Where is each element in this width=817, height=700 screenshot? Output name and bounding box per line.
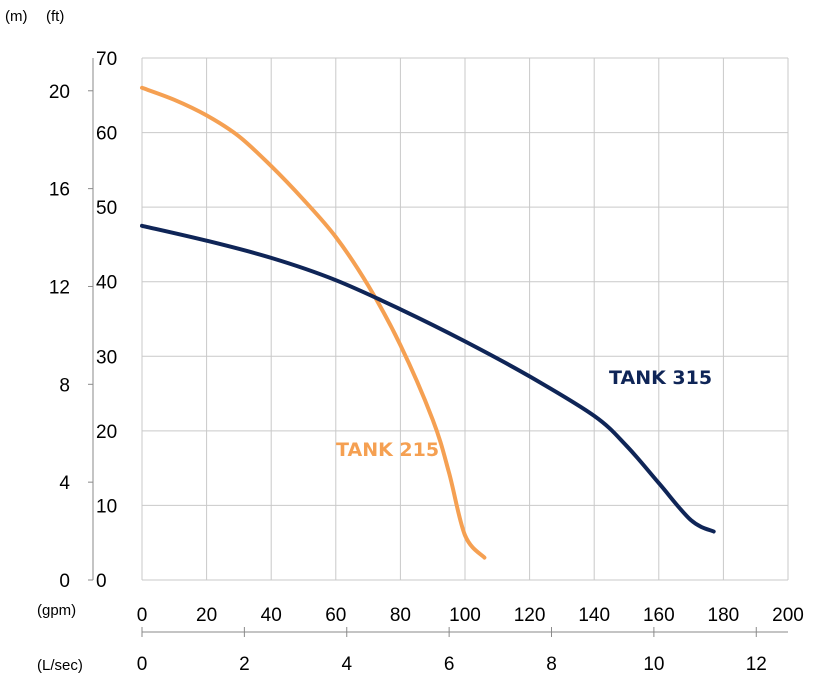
unit-label-gpm: (gpm) [37, 602, 76, 619]
tick-label-ft: 60 [96, 124, 117, 145]
tick-label-gpm: 60 [325, 605, 346, 626]
tick-label-ft: 10 [96, 496, 117, 517]
tick-label-gpm: 160 [643, 605, 675, 626]
unit-label-lsec: (L/sec) [37, 657, 83, 674]
tick-label-m: 12 [49, 277, 70, 298]
axes [88, 58, 788, 637]
tick-label-ft: 70 [96, 49, 117, 70]
tick-label-lsec: 2 [239, 654, 250, 675]
tick-label-gpm: 20 [196, 605, 217, 626]
tick-label-gpm: 80 [390, 605, 411, 626]
tick-label-ft: 40 [96, 273, 117, 294]
tick-label-ft: 30 [96, 347, 117, 368]
tick-label-gpm: 200 [772, 605, 804, 626]
tick-label-m: 16 [49, 180, 70, 201]
tick-label-lsec: 8 [546, 654, 557, 675]
unit-label-m: (m) [5, 8, 28, 25]
tick-label-lsec: 4 [341, 654, 352, 675]
tick-label-gpm: 120 [514, 605, 546, 626]
tick-label-m: 4 [59, 473, 70, 494]
tick-label-ft: 50 [96, 198, 117, 219]
grid [141, 57, 789, 581]
tick-label-gpm: 0 [137, 605, 148, 626]
unit-label-ft: (ft) [46, 8, 64, 25]
tick-label-gpm: 140 [578, 605, 610, 626]
tick-label-lsec: 12 [746, 654, 767, 675]
series-label-tank215: TANK 215 [336, 439, 439, 461]
tick-label-gpm: 40 [261, 605, 282, 626]
series-line-tank-215 [140, 85, 487, 560]
tick-label-lsec: 10 [643, 654, 664, 675]
tick-label-m: 0 [59, 571, 70, 592]
series-label-tank315: TANK 315 [609, 367, 712, 389]
series-line-tank-315 [140, 223, 716, 534]
tick-label-m: 8 [59, 375, 70, 396]
tick-label-ft: 0 [96, 571, 107, 592]
tick-label-m: 20 [49, 82, 70, 103]
tick-label-ft: 20 [96, 422, 117, 443]
series-lines [140, 85, 716, 560]
tick-label-gpm: 100 [449, 605, 481, 626]
tick-label-gpm: 180 [708, 605, 740, 626]
tick-label-lsec: 6 [444, 654, 455, 675]
tick-label-lsec: 0 [137, 654, 148, 675]
